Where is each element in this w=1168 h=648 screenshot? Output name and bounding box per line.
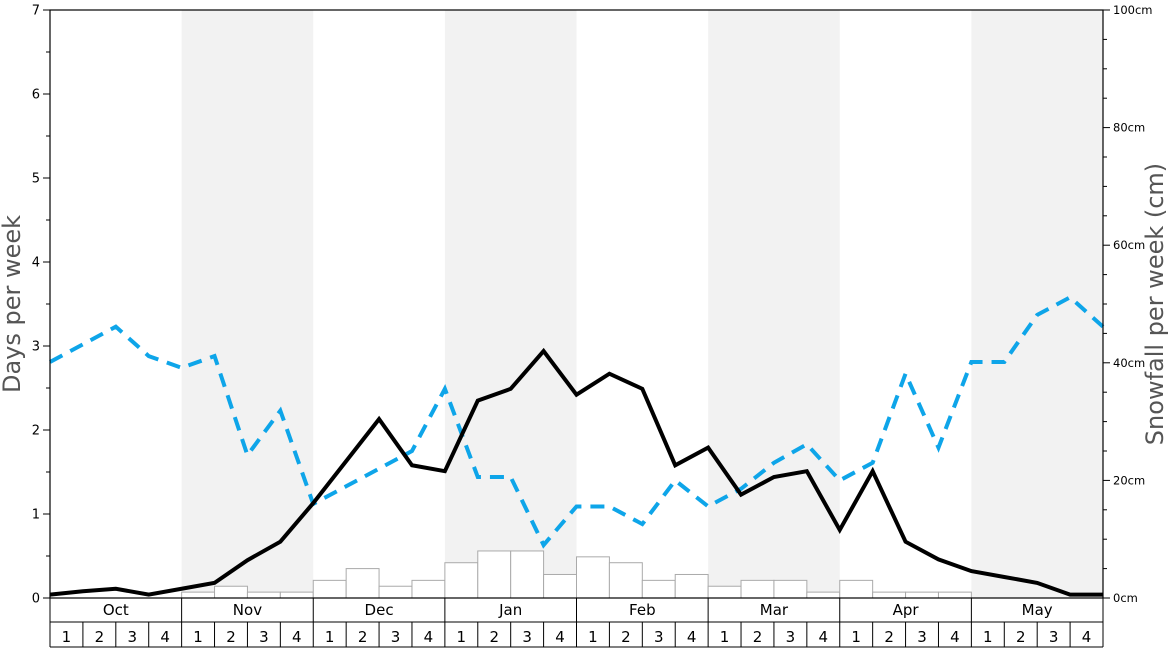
month-band-nov <box>181 10 314 598</box>
right-tick-label: 0cm <box>1113 591 1138 605</box>
week-label: 3 <box>917 628 927 646</box>
week-label: 3 <box>522 628 532 646</box>
week-label: 4 <box>1082 628 1092 646</box>
snowfall-bar <box>214 585 248 599</box>
week-label: 2 <box>95 628 105 646</box>
left-tick-label: 5 <box>32 172 40 187</box>
week-label: 2 <box>884 628 894 646</box>
month-label: Dec <box>365 601 394 619</box>
snowfall-bar <box>674 573 709 599</box>
week-label: 2 <box>358 628 368 646</box>
snowfall-bar <box>246 591 281 599</box>
month-band-mar <box>708 10 840 598</box>
week-label: 4 <box>160 628 170 646</box>
week-label: 4 <box>424 628 434 646</box>
snowfall-bar <box>740 579 775 599</box>
snowfall-bar <box>378 585 413 599</box>
week-label: 4 <box>950 628 960 646</box>
left-tick-label: 6 <box>32 88 40 103</box>
right-tick-label: 100cm <box>1113 3 1152 17</box>
month-band-may <box>971 10 1103 598</box>
left-tick-label: 3 <box>32 340 40 355</box>
snowfall-bar <box>444 562 479 599</box>
left-tick-label: 2 <box>32 424 40 439</box>
snowfall-bar <box>773 579 808 599</box>
snowfall-bar <box>641 579 676 599</box>
month-label: Mar <box>760 601 789 619</box>
right-tick-label: 40cm <box>1113 356 1145 370</box>
snowfall-bar <box>937 591 972 599</box>
week-label: 3 <box>391 628 401 646</box>
snowfall-bar <box>576 556 610 599</box>
snowfall-bar <box>608 562 643 599</box>
x-axis: Oct 1 2 3 4 Nov 1 2 3 4 Dec 1 2 3 4 Jan 1 2 3 4 Feb 1 2 3 4 Mar 1 2… <box>49 598 1104 648</box>
left-tick-label: 1 <box>32 508 40 523</box>
week-label: 1 <box>325 628 335 646</box>
snowfall-bar <box>543 573 577 599</box>
week-label: 2 <box>226 628 236 646</box>
week-label: 3 <box>259 628 269 646</box>
week-label: 1 <box>983 628 993 646</box>
left-axis: 0 1 2 3 4 5 6 7 <box>32 4 50 607</box>
right-tick-label: 60cm <box>1113 238 1145 252</box>
week-label: 3 <box>127 628 137 646</box>
left-tick-label: 0 <box>32 592 40 607</box>
right-axis: 0cm 20cm 40cm 60cm 80cm 100cm <box>1103 3 1152 605</box>
month-bands <box>181 10 1103 598</box>
right-tick-label: 80cm <box>1113 121 1145 135</box>
snowfall-bar <box>707 585 742 599</box>
snowfall-bar <box>181 591 216 599</box>
snowfall-bar <box>279 591 314 599</box>
week-label: 4 <box>687 628 697 646</box>
left-tick-label: 7 <box>32 4 40 19</box>
snowfall-bar <box>872 591 907 599</box>
month-label: Jan <box>498 601 522 619</box>
month-band-jan <box>444 10 577 598</box>
snowfall-bar <box>905 591 939 599</box>
week-label: 3 <box>786 628 796 646</box>
week-label: 1 <box>457 628 467 646</box>
month-label: May <box>1022 601 1053 619</box>
snowfall-bar <box>345 568 380 599</box>
left-axis-title: Days per week <box>0 215 26 393</box>
week-label: 1 <box>720 628 730 646</box>
week-label: 2 <box>489 628 499 646</box>
snowfall-bar <box>510 550 545 599</box>
week-label: 1 <box>851 628 861 646</box>
week-label: 1 <box>588 628 598 646</box>
week-label: 2 <box>1016 628 1026 646</box>
week-label: 2 <box>621 628 631 646</box>
black-solid-series <box>49 347 1103 597</box>
snowfall-bar <box>477 550 512 599</box>
snowfall-bar <box>411 579 446 599</box>
snowfall-bar <box>839 579 874 599</box>
month-label: Nov <box>233 601 262 619</box>
right-axis-title: Snowfall per week (cm) <box>1141 163 1168 445</box>
snowfall-bar <box>806 591 841 599</box>
week-label: 2 <box>753 628 763 646</box>
week-label: 4 <box>555 628 565 646</box>
week-label: 4 <box>292 628 302 646</box>
month-label: Oct <box>103 601 129 619</box>
data-lines <box>49 294 1105 597</box>
snowfall-bar <box>312 579 347 599</box>
left-tick-label: 4 <box>32 256 40 271</box>
week-label: 3 <box>1049 628 1059 646</box>
blue-dashed-series <box>49 294 1105 549</box>
week-label: 3 <box>654 628 664 646</box>
week-label: 4 <box>819 628 829 646</box>
month-label: Feb <box>629 601 656 619</box>
week-label: 1 <box>62 628 72 646</box>
week-label: 1 <box>193 628 203 646</box>
month-label: Apr <box>893 601 920 619</box>
right-tick-label: 20cm <box>1113 473 1145 487</box>
